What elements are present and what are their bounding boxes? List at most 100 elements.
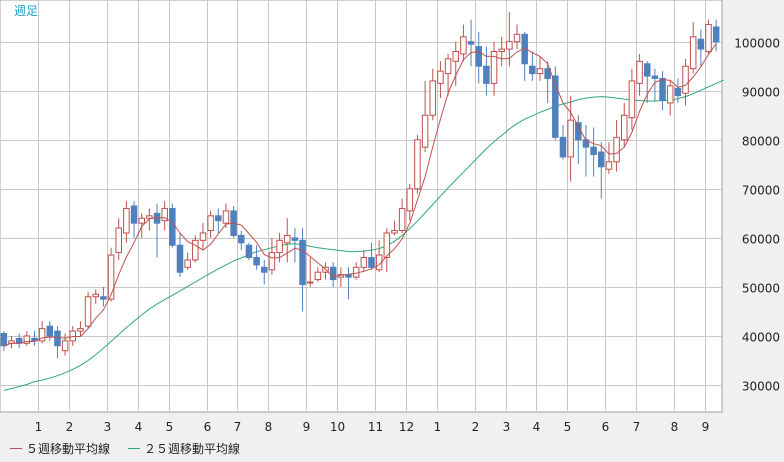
- candle-body: [712, 26, 720, 43]
- y-axis-labels: 30000 40000 50000 60000 70000 80000 90000 10000…: [734, 37, 780, 394]
- candle-up: [536, 56, 544, 81]
- candle-body: [130, 205, 138, 224]
- x-tick-label: 5: [166, 420, 174, 434]
- candle-body: [460, 36, 467, 55]
- candle-up: [391, 220, 398, 236]
- candle-down: [253, 245, 260, 270]
- candle-body: [169, 207, 176, 246]
- candle-body: [299, 239, 306, 285]
- candle-up: [605, 142, 613, 175]
- candle-up: [705, 19, 712, 54]
- candle-up: [406, 183, 414, 221]
- candle-up: [192, 235, 199, 263]
- plot-area: [0, 0, 723, 413]
- candle-down: [260, 259, 268, 285]
- candle-body: [559, 136, 567, 158]
- candle-up: [283, 218, 291, 263]
- candle-down: [590, 127, 597, 177]
- candle-body: [697, 38, 705, 50]
- candle-down: [176, 232, 184, 278]
- candle-down: [238, 230, 245, 251]
- x-tick-label: 7: [633, 420, 641, 434]
- candle-body: [666, 85, 674, 104]
- candle-up: [69, 326, 77, 346]
- y-tick-label: 30000: [742, 380, 780, 394]
- candle-up: [460, 24, 467, 62]
- y-tick-label: 70000: [742, 184, 780, 198]
- candle-body: [23, 335, 31, 344]
- candle-up: [23, 331, 31, 346]
- candle-body: [238, 234, 245, 244]
- candle-up: [123, 201, 130, 243]
- candle-up: [666, 80, 674, 116]
- candle-body: [107, 254, 115, 300]
- x-tick-label: 5: [564, 420, 572, 434]
- candle-up: [184, 252, 191, 270]
- candle-body: [598, 151, 605, 168]
- candle-down: [598, 142, 605, 199]
- candle-body: [360, 257, 368, 268]
- candle-body: [215, 215, 222, 222]
- candle-up: [398, 198, 406, 233]
- candle-up: [682, 58, 689, 106]
- candle-body: [291, 237, 299, 241]
- candle-body: [620, 114, 628, 141]
- candle-body: [498, 48, 505, 52]
- candle-up: [61, 333, 69, 356]
- candle-up: [161, 201, 168, 231]
- candle-down: [475, 31, 482, 84]
- candle-body: [544, 68, 551, 79]
- candle-up: [498, 36, 505, 67]
- candle-body: [54, 330, 61, 347]
- candle-body: [283, 234, 291, 244]
- legend-label-ma25: ２５週移動平均線: [144, 441, 241, 456]
- legend-item-ma5: ５週移動平均線: [10, 440, 110, 457]
- candle-body: [61, 340, 69, 352]
- candle-up: [77, 321, 84, 336]
- candle-body: [69, 330, 77, 342]
- candle-body: [674, 87, 682, 97]
- candle-down: [552, 66, 559, 140]
- candle-body: [222, 210, 230, 224]
- candle-down: [674, 78, 682, 103]
- candle-body: [276, 239, 283, 254]
- x-tick-label: 6: [204, 420, 212, 434]
- candle-body: [253, 257, 260, 266]
- candle-body: [368, 257, 375, 268]
- x-tick-label: 9: [702, 420, 710, 434]
- candle-body: [84, 296, 92, 327]
- candle-body: [483, 65, 490, 84]
- candle-up: [38, 321, 46, 344]
- candle-down: [299, 228, 306, 312]
- candle-body: [590, 146, 597, 155]
- candle-down: [659, 71, 666, 111]
- candle-body: [391, 230, 398, 234]
- candle-up: [437, 61, 444, 99]
- x-tick-label: 12: [399, 420, 414, 434]
- x-tick-label: 2: [472, 420, 480, 434]
- candle-up: [268, 237, 276, 275]
- candle-body: [268, 252, 276, 271]
- candle-up: [360, 250, 368, 273]
- candle-body: [115, 227, 122, 254]
- x-tick-label: 4: [533, 420, 541, 434]
- candle-up: [199, 223, 207, 251]
- candle-body: [552, 75, 559, 138]
- x-tick-label: 11: [368, 420, 383, 434]
- x-tick-label: 8: [265, 420, 273, 434]
- candle-down: [291, 228, 299, 263]
- candle-up: [92, 289, 100, 305]
- candle-body: [628, 80, 636, 119]
- candle-body: [192, 239, 199, 261]
- candle-body: [643, 63, 651, 77]
- candle-down: [130, 201, 138, 238]
- candle-body: [184, 259, 191, 268]
- candle-up: [107, 247, 115, 302]
- ma5-line: [3, 43, 717, 347]
- candle-body: [651, 75, 659, 79]
- candle-body: [705, 24, 712, 52]
- candle-up: [444, 53, 452, 96]
- candle-up: [414, 134, 421, 194]
- legend-item-ma25: ２５週移動平均線: [128, 440, 240, 457]
- candle-body: [260, 266, 268, 273]
